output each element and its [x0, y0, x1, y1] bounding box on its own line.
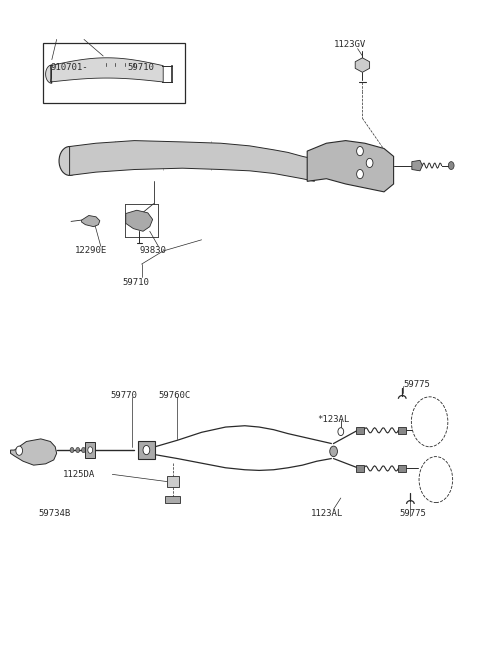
Circle shape: [411, 397, 448, 447]
Text: 59734B: 59734B: [38, 509, 71, 518]
Bar: [356, 427, 364, 434]
Text: 59775: 59775: [403, 380, 430, 389]
Text: 59775: 59775: [399, 509, 426, 518]
Circle shape: [419, 457, 453, 503]
Polygon shape: [355, 58, 370, 72]
Polygon shape: [126, 210, 153, 231]
Polygon shape: [307, 141, 394, 192]
Text: 910701-: 910701-: [50, 62, 88, 72]
Text: 1125DA: 1125DA: [62, 470, 95, 479]
Polygon shape: [412, 160, 422, 171]
Circle shape: [16, 446, 23, 455]
Text: 59770: 59770: [110, 391, 137, 400]
Bar: [167, 476, 179, 487]
Text: 12290E: 12290E: [74, 246, 107, 256]
Circle shape: [357, 147, 363, 156]
Bar: [356, 465, 364, 472]
Circle shape: [448, 162, 454, 170]
Text: 1123AL: 1123AL: [311, 509, 343, 518]
Circle shape: [70, 447, 74, 453]
Polygon shape: [82, 215, 100, 227]
Polygon shape: [70, 141, 314, 181]
Circle shape: [357, 170, 363, 179]
Polygon shape: [11, 439, 57, 465]
Circle shape: [88, 447, 93, 453]
Bar: [85, 442, 95, 458]
Bar: [398, 465, 406, 472]
Bar: [138, 441, 155, 459]
Circle shape: [59, 147, 80, 175]
Circle shape: [330, 446, 337, 457]
Circle shape: [143, 445, 150, 455]
Circle shape: [82, 447, 85, 453]
Bar: [398, 427, 406, 434]
Text: 1123GV: 1123GV: [334, 40, 366, 49]
Circle shape: [338, 428, 344, 436]
Circle shape: [366, 158, 373, 168]
Text: 59710: 59710: [127, 62, 154, 72]
Text: 59760C: 59760C: [158, 391, 191, 400]
Bar: [165, 496, 180, 503]
Polygon shape: [46, 58, 163, 83]
Bar: [43, 43, 185, 103]
Text: *123AL: *123AL: [317, 415, 349, 424]
Text: 93830: 93830: [139, 246, 166, 256]
Circle shape: [76, 447, 80, 453]
Text: 59710: 59710: [122, 278, 149, 287]
